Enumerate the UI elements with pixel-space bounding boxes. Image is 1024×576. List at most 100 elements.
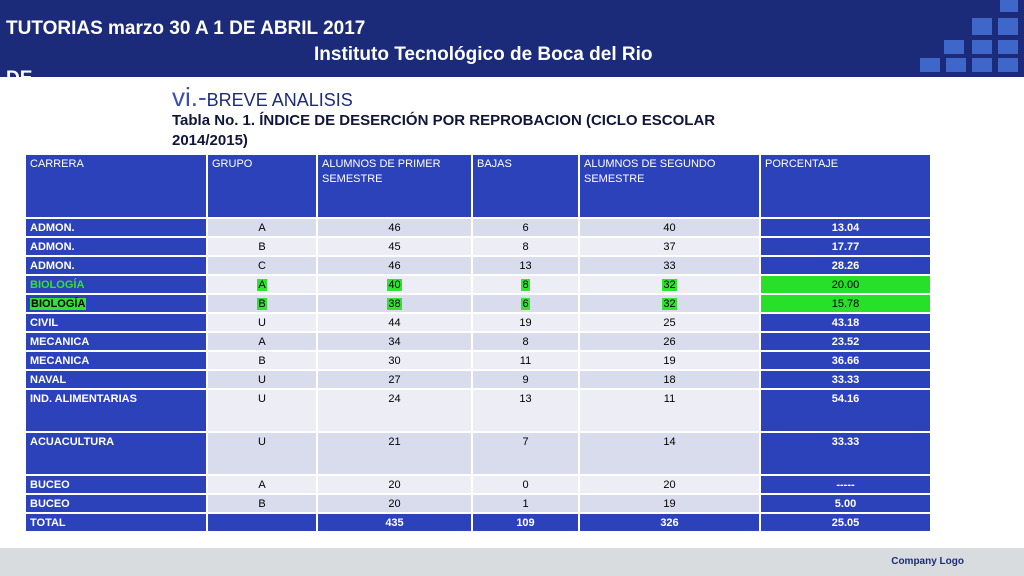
cell-grupo: U bbox=[206, 388, 318, 433]
cell-bajas: 1 bbox=[471, 493, 580, 514]
cell-porcentaje: 43.18 bbox=[759, 312, 932, 333]
cell-carrera: BUCEO bbox=[24, 493, 208, 514]
table-row: MECANICA A 34 8 26 23.52 bbox=[24, 331, 932, 352]
cell-porcentaje: 33.33 bbox=[759, 431, 932, 476]
cell-grupo: U bbox=[206, 312, 318, 333]
cell-carrera: CIVIL bbox=[24, 312, 208, 333]
cell-segundo: 40 bbox=[578, 217, 761, 238]
table-row: ADMON. A 46 6 40 13.04 bbox=[24, 217, 932, 238]
cell-bajas: 13 bbox=[471, 255, 580, 276]
cell-segundo: 19 bbox=[578, 493, 761, 514]
cell-total-segundo: 326 bbox=[578, 512, 761, 533]
decor-square bbox=[972, 40, 992, 54]
table-row-highlighted: BIOLOGÍA B 38 6 32 15.78 bbox=[24, 293, 932, 314]
cell-carrera: BIOLOGÍA bbox=[24, 293, 208, 314]
cell-carrera: ADMON. bbox=[24, 255, 208, 276]
cell-segundo: 37 bbox=[578, 236, 761, 257]
cell-segundo: 26 bbox=[578, 331, 761, 352]
header-band: TUTORIAS marzo 30 A 1 DE ABRIL 2017 Inst… bbox=[0, 0, 1024, 77]
cell-primer: 27 bbox=[316, 369, 473, 390]
clipped-header-text: DE bbox=[6, 70, 46, 77]
cell-porcentaje: 5.00 bbox=[759, 493, 932, 514]
cell-carrera: BUCEO bbox=[24, 474, 208, 495]
cell-porcentaje: ----- bbox=[759, 474, 932, 495]
table-row: ADMON. C 46 13 33 28.26 bbox=[24, 255, 932, 276]
cell-primer: 40 bbox=[316, 274, 473, 295]
cell-grupo: A bbox=[206, 331, 318, 352]
cell-grupo: A bbox=[206, 474, 318, 495]
cell-porcentaje: 15.78 bbox=[759, 293, 932, 314]
footer-bar: Company Logo bbox=[0, 548, 1024, 576]
cell-primer: 45 bbox=[316, 236, 473, 257]
decor-square bbox=[1000, 0, 1018, 12]
cell-segundo: 32 bbox=[578, 293, 761, 314]
cell-segundo: 14 bbox=[578, 431, 761, 476]
decor-square bbox=[972, 58, 992, 72]
cell-carrera: ADMON. bbox=[24, 236, 208, 257]
decor-square bbox=[998, 58, 1018, 72]
column-header: PORCENTAJE bbox=[759, 153, 932, 219]
cell-bajas: 11 bbox=[471, 350, 580, 371]
cell-segundo: 25 bbox=[578, 312, 761, 333]
column-header: ALUMNOS DE PRIMER SEMESTRE bbox=[316, 153, 473, 219]
table-row: BUCEO A 20 0 20 ----- bbox=[24, 474, 932, 495]
cell-segundo: 11 bbox=[578, 388, 761, 433]
cell-carrera: ACUACULTURA bbox=[24, 431, 208, 476]
cell-primer: 21 bbox=[316, 431, 473, 476]
institute-name: Instituto Tecnológico de Boca del Rio bbox=[314, 44, 653, 65]
cell-porcentaje: 23.52 bbox=[759, 331, 932, 352]
cell-bajas: 13 bbox=[471, 388, 580, 433]
decor-square bbox=[920, 58, 940, 72]
cell-grupo: B bbox=[206, 493, 318, 514]
decor-square bbox=[998, 40, 1018, 54]
table-header-row: CARRERA GRUPO ALUMNOS DE PRIMER SEMESTRE… bbox=[24, 153, 932, 219]
cell-bajas: 8 bbox=[471, 274, 580, 295]
table-row: MECANICA B 30 11 19 36.66 bbox=[24, 350, 932, 371]
cell-porcentaje: 54.16 bbox=[759, 388, 932, 433]
cell-primer: 30 bbox=[316, 350, 473, 371]
cell-carrera: IND. ALIMENTARIAS bbox=[24, 388, 208, 433]
column-header: CARRERA bbox=[24, 153, 208, 219]
column-header: ALUMNOS DE SEGUNDO SEMESTRE bbox=[578, 153, 761, 219]
cell-grupo: B bbox=[206, 293, 318, 314]
cell-primer: 46 bbox=[316, 255, 473, 276]
cell-total-porcentaje: 25.05 bbox=[759, 512, 932, 533]
cell-carrera: NAVAL bbox=[24, 369, 208, 390]
cell-grupo: U bbox=[206, 431, 318, 476]
cell-bajas: 6 bbox=[471, 217, 580, 238]
cell-porcentaje: 17.77 bbox=[759, 236, 932, 257]
table-row-highlighted: BIOLOGÍA A 40 8 32 20.00 bbox=[24, 274, 932, 295]
cell-total-primer: 435 bbox=[316, 512, 473, 533]
cell-carrera: MECANICA bbox=[24, 350, 208, 371]
cell-porcentaje: 13.04 bbox=[759, 217, 932, 238]
company-logo: Company Logo bbox=[891, 556, 964, 567]
cell-bajas: 6 bbox=[471, 293, 580, 314]
cell-segundo: 18 bbox=[578, 369, 761, 390]
cell-porcentaje: 28.26 bbox=[759, 255, 932, 276]
table-row: ACUACULTURA U 21 7 14 33.33 bbox=[24, 431, 932, 476]
column-header: GRUPO bbox=[206, 153, 318, 219]
column-header: BAJAS bbox=[471, 153, 580, 219]
cell-bajas: 0 bbox=[471, 474, 580, 495]
cell-bajas: 8 bbox=[471, 331, 580, 352]
cell-total-grupo bbox=[206, 512, 318, 533]
cell-primer: 24 bbox=[316, 388, 473, 433]
cell-bajas: 8 bbox=[471, 236, 580, 257]
cell-segundo: 20 bbox=[578, 474, 761, 495]
cell-primer: 20 bbox=[316, 493, 473, 514]
cell-grupo: B bbox=[206, 236, 318, 257]
cell-total-bajas: 109 bbox=[471, 512, 580, 533]
cell-grupo: A bbox=[206, 217, 318, 238]
cell-bajas: 9 bbox=[471, 369, 580, 390]
cell-segundo: 19 bbox=[578, 350, 761, 371]
decor-square bbox=[946, 58, 966, 72]
presentation-title: TUTORIAS marzo 30 A 1 DE ABRIL 2017 bbox=[6, 18, 366, 39]
table-row: BUCEO B 20 1 19 5.00 bbox=[24, 493, 932, 514]
cell-porcentaje: 20.00 bbox=[759, 274, 932, 295]
table-row: CIVIL U 44 19 25 43.18 bbox=[24, 312, 932, 333]
cell-carrera: BIOLOGÍA bbox=[24, 274, 208, 295]
cell-grupo: C bbox=[206, 255, 318, 276]
cell-grupo: B bbox=[206, 350, 318, 371]
cell-grupo: A bbox=[206, 274, 318, 295]
decor-square bbox=[998, 18, 1018, 35]
